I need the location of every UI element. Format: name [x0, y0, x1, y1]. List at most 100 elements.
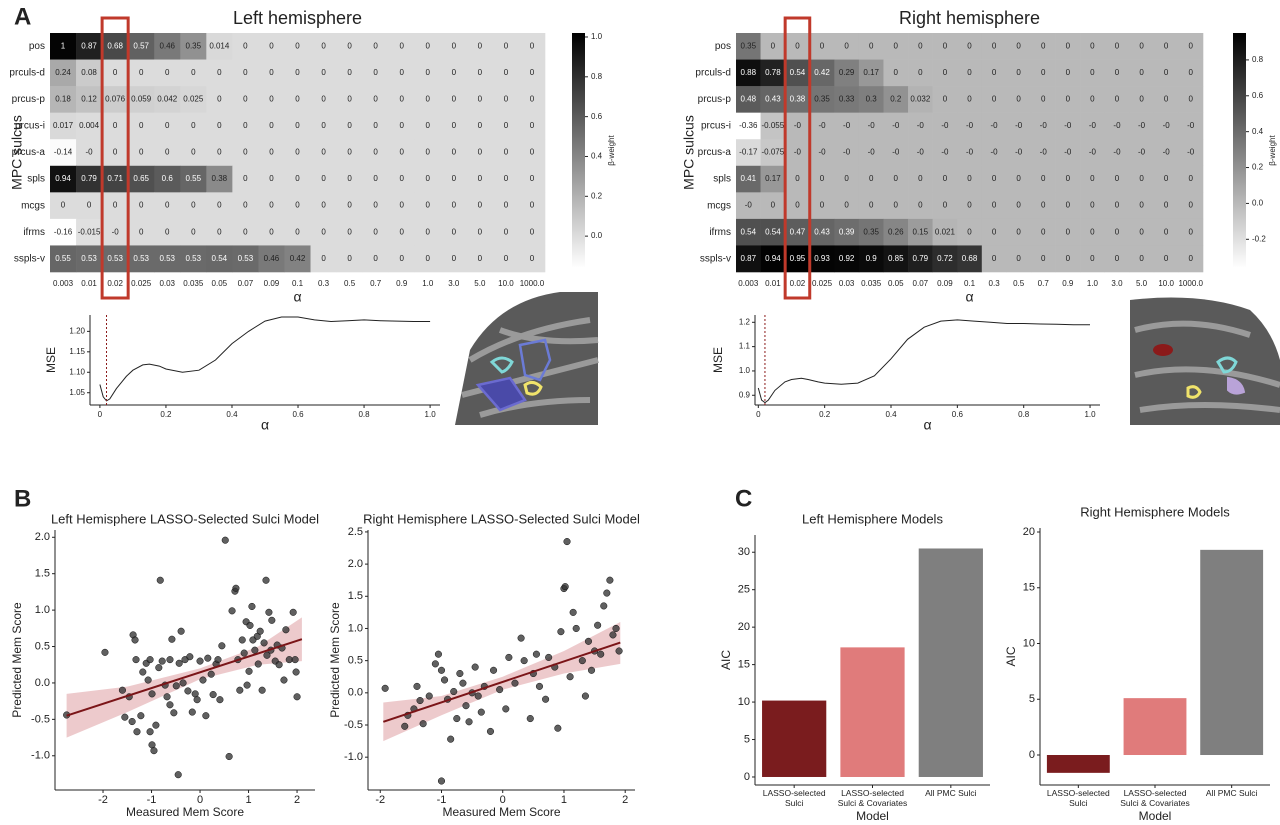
y-axis-label: MPC sulcus — [9, 115, 25, 190]
point — [256, 627, 264, 635]
y-tick-label: 10 — [1023, 637, 1035, 649]
colorbar-tick-label: 0.0 — [591, 231, 603, 240]
cell-label: -0 — [818, 148, 826, 157]
heatmap-cell — [1080, 112, 1105, 140]
cell-label: -0 — [892, 121, 900, 130]
cell-label: -0 — [966, 148, 974, 157]
cell-label: 0 — [1164, 68, 1169, 77]
heatmap-cell — [362, 245, 389, 273]
heatmap-cell — [310, 218, 337, 246]
x-tick-label: -1 — [437, 794, 447, 806]
heatmap-cell — [518, 139, 546, 167]
cell-label: 0.65 — [133, 174, 149, 183]
heatmap-cell — [957, 112, 983, 140]
heatmap-cell — [284, 59, 311, 87]
heatmap-cell — [1153, 192, 1179, 220]
x-axis-label: Measured Mem Score — [442, 805, 560, 819]
heatmap-cell — [284, 112, 311, 140]
heatmap-cell — [883, 112, 909, 140]
heatmap-cell — [932, 218, 958, 246]
heatmap-cell — [388, 192, 416, 220]
x-tick-label: 0.7 — [1038, 279, 1050, 288]
heatmap-cell — [414, 192, 442, 220]
cell-label: 0 — [478, 121, 483, 130]
cell-label: -0 — [1187, 148, 1195, 157]
point — [118, 686, 126, 694]
cell-label: 0 — [1016, 68, 1021, 77]
heatmap-cell — [760, 86, 786, 113]
cell-label: 0 — [452, 41, 457, 50]
heatmap-cell — [1104, 59, 1130, 87]
cell-label: 0 — [269, 94, 274, 103]
heatmap-cell — [760, 139, 786, 167]
x-tick-label: 0.4 — [226, 410, 238, 419]
heatmap-cell — [466, 112, 494, 140]
x-axis-label: α — [293, 289, 301, 305]
heatmap-cell — [518, 245, 546, 273]
cell-label: 0.68 — [962, 254, 978, 263]
row-label: prcus-i — [701, 121, 731, 132]
cell-label: 0.17 — [765, 174, 781, 183]
heatmap-cell — [206, 59, 233, 87]
y-tick-label: 2.0 — [35, 531, 50, 543]
cell-label: 0 — [1139, 94, 1144, 103]
cell-label: 0 — [1090, 227, 1095, 236]
cell-label: 0 — [943, 94, 948, 103]
bar — [840, 647, 905, 777]
heatmap-cell — [336, 139, 363, 167]
heatmap-cell — [957, 33, 983, 60]
heatmap-cell — [206, 192, 233, 220]
cell-label: -0 — [991, 121, 999, 130]
heatmap-cell — [466, 165, 494, 193]
point — [292, 668, 300, 676]
heatmap-cell — [362, 165, 389, 193]
cell-label: -0 — [941, 121, 949, 130]
heatmap-cell — [1129, 86, 1155, 113]
row-label: prcus-p — [12, 94, 46, 105]
heatmap-cell — [414, 86, 442, 113]
heatmap-cell — [414, 139, 442, 167]
cell-label: 0 — [139, 68, 144, 77]
cell-label: 0.53 — [81, 254, 97, 263]
cell-label: 0 — [820, 201, 825, 210]
point — [263, 651, 271, 659]
heatmap-cell — [883, 165, 909, 193]
heatmap-cell — [232, 218, 259, 246]
cell-label: 0.55 — [55, 254, 71, 263]
trend-line — [66, 638, 303, 717]
heatmap-cell — [1006, 218, 1032, 246]
heatmap-cell — [1080, 245, 1105, 273]
heatmap-cell — [1006, 165, 1032, 193]
cell-label: 0.43 — [814, 227, 830, 236]
cell-label: 0 — [113, 148, 118, 157]
cell-label: 0 — [504, 121, 509, 130]
cell-label: 0 — [373, 68, 378, 77]
heatmap-cell — [858, 218, 884, 246]
highlight-box — [783, 16, 812, 300]
heatmap-cell — [180, 192, 207, 220]
cell-label: 0 — [347, 41, 352, 50]
heatmap-cell — [932, 192, 958, 220]
heatmap-cell — [258, 245, 285, 273]
heatmap-cell — [809, 245, 835, 273]
point — [502, 705, 510, 713]
heatmap-cell — [466, 218, 494, 246]
heatmap-cell — [284, 86, 311, 113]
heatmap-cell — [981, 33, 1007, 60]
heatmap-cell — [154, 192, 181, 220]
cell-label: 0.17 — [863, 68, 879, 77]
cell-label: 0.72 — [937, 254, 953, 263]
heatmap-cell — [518, 86, 546, 113]
heatmap-cell — [258, 165, 285, 193]
heatmap-cell — [858, 33, 884, 60]
heatmap-cell — [362, 192, 389, 220]
cell-label: 0 — [399, 174, 404, 183]
cell-label: 0.47 — [790, 227, 806, 236]
cell-label: 0 — [918, 41, 923, 50]
heatmap-cell — [1129, 59, 1155, 87]
cell-label: 0 — [1188, 201, 1193, 210]
cell-label: 0 — [321, 201, 326, 210]
cell-label: 0.79 — [913, 254, 929, 263]
